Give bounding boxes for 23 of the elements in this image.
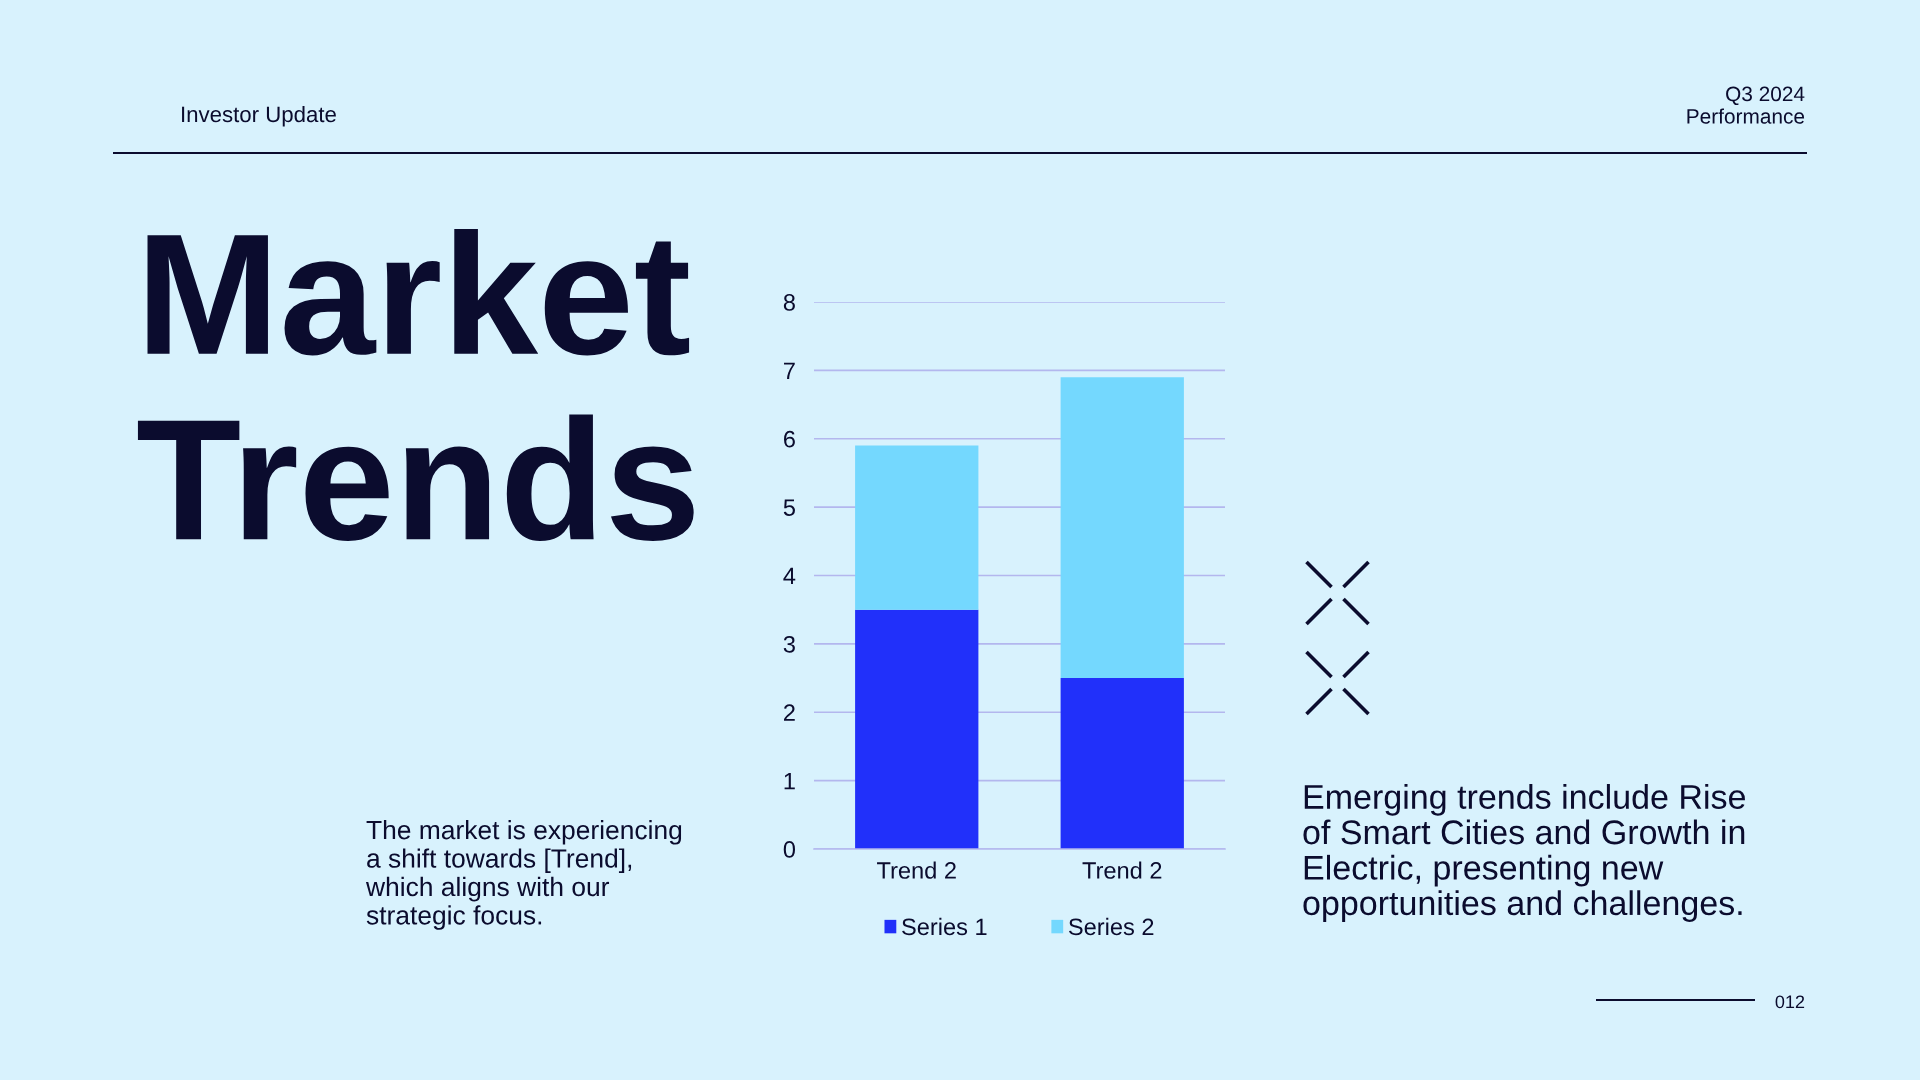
text: 012 [1775, 995, 1805, 1009]
y-tick-label: 2 [784, 704, 795, 721]
y-tick-label: 5 [783, 499, 795, 516]
text: Emerging trends include Rise of Smart Cities and Growth in Electric, presenting new opportunities and challenges. [1303, 784, 1745, 922]
text: Q3 2024 Performance [1687, 86, 1805, 124]
bar [1060, 678, 1184, 849]
legend-label: Series 2 [1068, 917, 1154, 936]
y-tick-label: 8 [783, 294, 795, 311]
y-tick-label: 3 [783, 635, 795, 653]
legend-label: Series 1 [902, 917, 987, 936]
y-tick-label: 1 [784, 772, 795, 790]
x-tick-label: Trend 2 [1082, 861, 1162, 879]
y-tick-label: 7 [784, 362, 795, 379]
chart-title: Market Trends [137, 229, 694, 542]
bar [855, 445, 979, 610]
bar [855, 609, 979, 849]
y-tick-label: 6 [784, 430, 795, 448]
y-tick-label: 4 [783, 567, 796, 585]
text: Investor Update [182, 105, 336, 127]
y-tick-label: 0 [783, 841, 796, 858]
bar [1060, 377, 1184, 679]
text: The market is experiencing a shift towards [Trend], which aligns with our strategic focus. [365, 820, 682, 930]
x-tick-label: Trend 2 [877, 861, 956, 879]
